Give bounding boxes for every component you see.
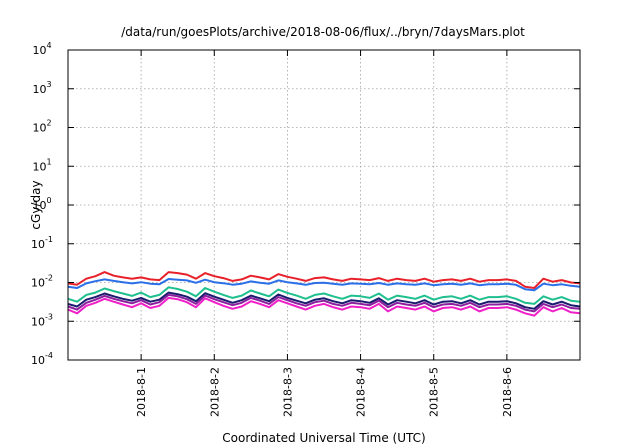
x-tick-label: 2018-8-6 bbox=[501, 367, 514, 417]
chart-title: /data/run/goesPlots/archive/2018-08-06/f… bbox=[121, 25, 525, 39]
series-line-2 bbox=[67, 278, 581, 292]
y-tick-label: 101 bbox=[32, 157, 51, 173]
y-tick-label: 10-2 bbox=[31, 274, 53, 290]
grid bbox=[68, 50, 580, 360]
series-line-3 bbox=[67, 286, 581, 305]
series-group bbox=[67, 271, 581, 317]
y-tick-label: 10-4 bbox=[31, 351, 53, 367]
series-line-5 bbox=[67, 293, 581, 313]
y-tick-label: 10-1 bbox=[31, 235, 53, 251]
x-axis-label: Coordinated Universal Time (UTC) bbox=[222, 431, 425, 445]
y-tick-label: 104 bbox=[32, 41, 51, 57]
series-line-6 bbox=[67, 296, 581, 317]
y-axis-label: cGy/day bbox=[29, 180, 43, 229]
x-axis: 2018-8-1 2018-8-2 2018-8-3 2018-8-4 2018-8-5… bbox=[135, 50, 514, 417]
x-tick-label: 2018-8-5 bbox=[428, 367, 441, 417]
x-tick-label: 2018-8-4 bbox=[355, 367, 368, 417]
y-axis: 10-4 10-3 10-2 10-1 100 101 102 103 104 bbox=[31, 41, 580, 367]
x-tick-label: 2018-8-1 bbox=[135, 367, 148, 417]
x-tick-label: 2018-8-3 bbox=[281, 367, 294, 417]
series-line-1 bbox=[67, 271, 581, 289]
y-tick-label: 10-3 bbox=[31, 312, 53, 328]
x-tick-label: 2018-8-2 bbox=[208, 367, 221, 417]
series-line-4 bbox=[67, 291, 581, 310]
y-tick-label: 100 bbox=[32, 196, 51, 212]
y-tick-label: 102 bbox=[32, 119, 51, 135]
y-tick-label: 103 bbox=[32, 80, 51, 96]
